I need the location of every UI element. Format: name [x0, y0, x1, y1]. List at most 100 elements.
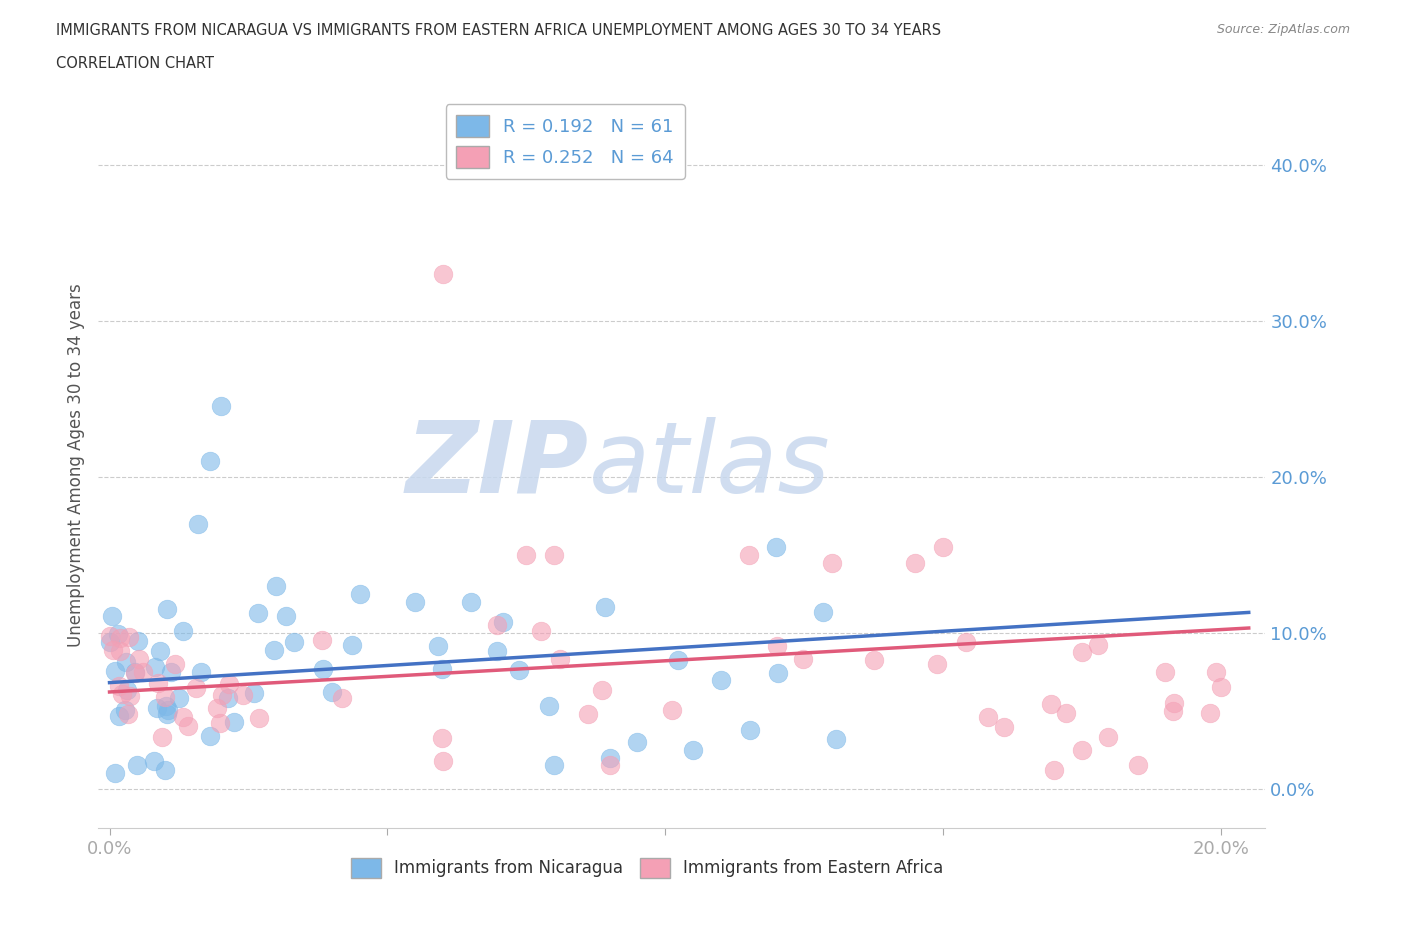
- Point: [792, 651, 814, 666]
- Point: [740, 723, 762, 737]
- Point: [149, 643, 172, 658]
- Point: [330, 691, 353, 706]
- Point: [666, 653, 689, 668]
- Point: [107, 627, 129, 642]
- Point: [485, 618, 508, 632]
- Point: [1054, 706, 1077, 721]
- Point: [1205, 664, 1227, 679]
- Point: [114, 703, 136, 718]
- Point: [124, 665, 146, 680]
- Point: [205, 700, 228, 715]
- Point: [276, 608, 298, 623]
- Point: [349, 586, 371, 601]
- Point: [224, 714, 246, 729]
- Point: [737, 547, 759, 562]
- Point: [485, 644, 508, 658]
- Point: [120, 688, 142, 703]
- Point: [432, 267, 454, 282]
- Point: [432, 730, 454, 745]
- Point: [155, 699, 177, 714]
- Point: [432, 662, 454, 677]
- Point: [927, 657, 949, 671]
- Point: [1087, 637, 1109, 652]
- Point: [311, 632, 333, 647]
- Point: [198, 454, 221, 469]
- Point: [165, 657, 187, 671]
- Point: [110, 644, 132, 658]
- Point: [128, 652, 150, 667]
- Point: [977, 710, 1000, 724]
- Point: [1154, 664, 1177, 679]
- Point: [98, 634, 121, 649]
- Point: [209, 399, 232, 414]
- Point: [993, 720, 1015, 735]
- Text: atlas: atlas: [589, 417, 830, 513]
- Point: [1039, 697, 1062, 711]
- Point: [187, 516, 209, 531]
- Legend: Immigrants from Nicaragua, Immigrants from Eastern Africa: Immigrants from Nicaragua, Immigrants fr…: [344, 851, 950, 884]
- Point: [111, 687, 134, 702]
- Point: [127, 633, 149, 648]
- Point: [184, 681, 207, 696]
- Point: [156, 602, 179, 617]
- Point: [432, 753, 454, 768]
- Point: [543, 758, 565, 773]
- Point: [543, 547, 565, 562]
- Point: [211, 687, 233, 702]
- Point: [155, 689, 177, 704]
- Point: [167, 690, 190, 705]
- Text: ZIP: ZIP: [405, 417, 589, 513]
- Point: [177, 719, 200, 734]
- Point: [709, 672, 731, 687]
- Point: [1097, 730, 1119, 745]
- Point: [124, 664, 146, 679]
- Point: [115, 655, 138, 670]
- Y-axis label: Unemployment Among Ages 30 to 34 years: Unemployment Among Ages 30 to 34 years: [66, 283, 84, 647]
- Point: [340, 638, 363, 653]
- Point: [108, 678, 131, 693]
- Point: [117, 707, 139, 722]
- Point: [100, 629, 122, 644]
- Point: [1161, 703, 1184, 718]
- Point: [1163, 696, 1185, 711]
- Point: [312, 662, 335, 677]
- Point: [159, 665, 181, 680]
- Point: [190, 665, 212, 680]
- Point: [1070, 644, 1092, 659]
- Point: [150, 729, 173, 744]
- Point: [576, 707, 599, 722]
- Point: [548, 651, 571, 666]
- Point: [127, 758, 149, 773]
- Point: [156, 703, 179, 718]
- Point: [460, 594, 482, 609]
- Point: [243, 685, 266, 700]
- Point: [591, 683, 613, 698]
- Point: [813, 604, 835, 619]
- Point: [107, 708, 129, 723]
- Point: [321, 684, 343, 699]
- Point: [661, 702, 683, 717]
- Point: [103, 664, 125, 679]
- Point: [1209, 680, 1232, 695]
- Point: [515, 547, 537, 562]
- Point: [932, 539, 955, 554]
- Point: [1043, 763, 1066, 777]
- Point: [108, 631, 131, 645]
- Point: [172, 710, 194, 724]
- Point: [209, 715, 232, 730]
- Point: [1126, 758, 1149, 773]
- Point: [143, 753, 166, 768]
- Point: [103, 643, 125, 658]
- Point: [537, 699, 560, 714]
- Point: [283, 634, 305, 649]
- Point: [146, 700, 169, 715]
- Point: [599, 758, 621, 773]
- Point: [1071, 742, 1094, 757]
- Point: [595, 600, 617, 615]
- Point: [426, 639, 449, 654]
- Point: [529, 623, 551, 638]
- Point: [904, 555, 927, 570]
- Point: [626, 735, 648, 750]
- Point: [863, 652, 886, 667]
- Point: [153, 763, 176, 777]
